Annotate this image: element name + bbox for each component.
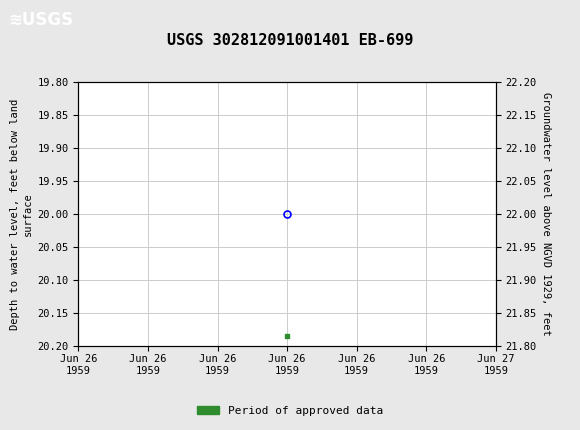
- Y-axis label: Depth to water level, feet below land
surface: Depth to water level, feet below land su…: [10, 98, 33, 329]
- Legend: Period of approved data: Period of approved data: [193, 401, 387, 420]
- Y-axis label: Groundwater level above NGVD 1929, feet: Groundwater level above NGVD 1929, feet: [541, 92, 551, 336]
- Text: USGS 302812091001401 EB-699: USGS 302812091001401 EB-699: [167, 34, 413, 48]
- Text: ≋USGS: ≋USGS: [9, 11, 74, 29]
